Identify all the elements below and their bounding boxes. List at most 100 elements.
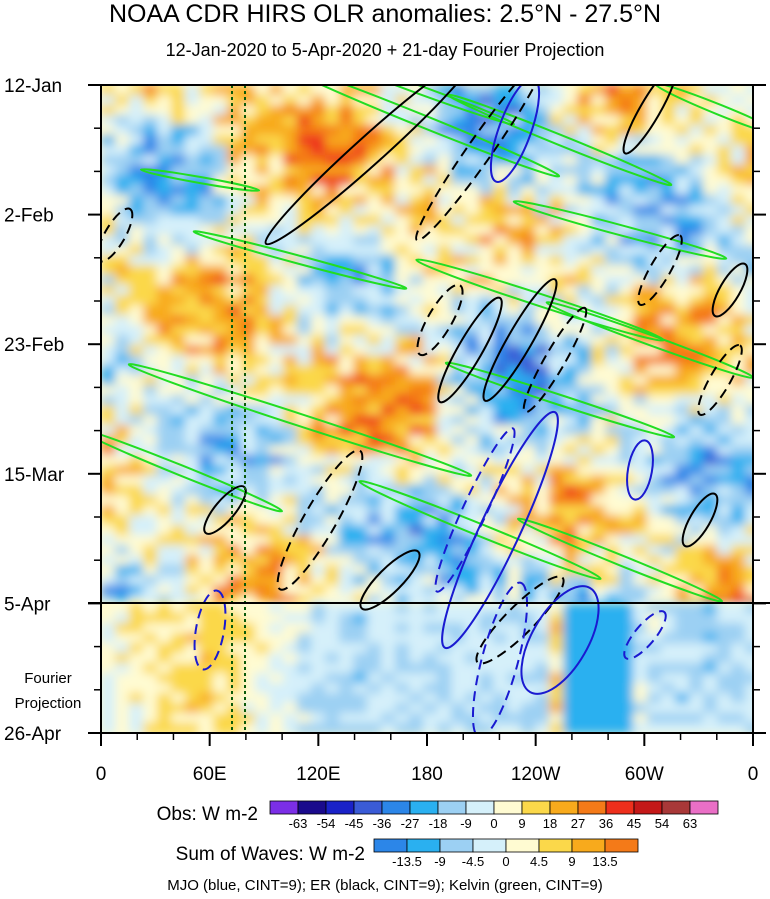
projection-cell bbox=[395, 683, 410, 694]
obs-cell bbox=[563, 105, 578, 116]
projection-cell bbox=[381, 663, 396, 674]
projection-cell bbox=[143, 663, 158, 674]
obs-cell bbox=[423, 185, 438, 196]
obs-cell bbox=[619, 535, 634, 546]
obs-cell bbox=[325, 395, 340, 406]
obs-cell bbox=[171, 165, 186, 176]
obs-cell bbox=[157, 115, 172, 126]
obs-cell bbox=[227, 545, 242, 556]
obs-cell bbox=[535, 255, 550, 266]
obs-cell bbox=[171, 535, 186, 546]
obs-cell bbox=[353, 175, 368, 186]
obs-cell bbox=[171, 595, 186, 606]
projection-cell bbox=[143, 713, 158, 724]
obs-cell bbox=[731, 325, 746, 336]
x-tick-label: 0 bbox=[748, 764, 759, 785]
obs-cell bbox=[647, 365, 662, 376]
obs-cell bbox=[717, 145, 732, 156]
obs-legend-swatch bbox=[605, 800, 635, 815]
obs-cell bbox=[185, 215, 200, 226]
obs-cell bbox=[381, 425, 396, 436]
obs-cell bbox=[605, 395, 620, 406]
projection-cell bbox=[437, 703, 452, 714]
obs-cell bbox=[717, 435, 732, 446]
obs-cell bbox=[115, 565, 130, 576]
obs-cell bbox=[227, 535, 242, 546]
obs-cell bbox=[213, 115, 228, 126]
obs-cell bbox=[745, 285, 753, 296]
obs-cell bbox=[619, 465, 634, 476]
obs-cell bbox=[689, 525, 704, 536]
obs-cell bbox=[409, 595, 424, 606]
obs-cell bbox=[409, 135, 424, 146]
obs-cell bbox=[423, 155, 438, 166]
projection-cell bbox=[661, 603, 676, 614]
obs-cell bbox=[451, 245, 466, 256]
obs-cell bbox=[269, 565, 284, 576]
projection-cell bbox=[451, 673, 466, 684]
obs-cell bbox=[283, 385, 298, 396]
obs-cell bbox=[675, 165, 690, 176]
obs-cell bbox=[661, 95, 676, 106]
obs-cell bbox=[465, 205, 480, 216]
obs-cell bbox=[479, 405, 494, 416]
obs-cell bbox=[689, 405, 704, 416]
obs-cell bbox=[129, 385, 144, 396]
obs-cell bbox=[185, 135, 200, 146]
projection-cell bbox=[437, 663, 452, 674]
projection-cell bbox=[283, 653, 298, 664]
projection-cell bbox=[703, 623, 718, 634]
obs-cell bbox=[199, 165, 214, 176]
obs-cell bbox=[367, 295, 382, 306]
obs-cell bbox=[577, 195, 592, 206]
obs-cell bbox=[199, 255, 214, 266]
obs-cell bbox=[381, 205, 396, 216]
obs-cell bbox=[297, 295, 312, 306]
obs-cell bbox=[325, 155, 340, 166]
obs-cell bbox=[479, 475, 494, 486]
obs-cell bbox=[619, 95, 634, 106]
projection-cell bbox=[745, 623, 753, 634]
x-tick-label: 120E bbox=[296, 764, 340, 785]
obs-cell bbox=[675, 135, 690, 146]
obs-cell bbox=[647, 245, 662, 256]
obs-cell bbox=[717, 125, 732, 136]
obs-cell bbox=[661, 145, 676, 156]
obs-cell bbox=[605, 275, 620, 286]
obs-cell bbox=[325, 495, 340, 506]
obs-cell bbox=[493, 565, 508, 576]
obs-cell bbox=[297, 265, 312, 276]
obs-cell bbox=[227, 475, 242, 486]
obs-cell bbox=[255, 225, 270, 236]
projection-cell bbox=[675, 703, 690, 714]
obs-cell bbox=[535, 115, 550, 126]
obs-cell bbox=[143, 585, 158, 596]
obs-cell bbox=[367, 185, 382, 196]
obs-cell bbox=[465, 295, 480, 306]
obs-cell bbox=[353, 425, 368, 436]
obs-cell bbox=[199, 445, 214, 456]
obs-cell bbox=[563, 425, 578, 436]
obs-cell bbox=[157, 255, 172, 266]
projection-cell bbox=[493, 633, 508, 644]
obs-cell bbox=[297, 315, 312, 326]
obs-cell bbox=[437, 355, 452, 366]
obs-cell bbox=[605, 555, 620, 566]
obs-cell bbox=[395, 295, 410, 306]
plot-area bbox=[101, 85, 753, 733]
obs-cell bbox=[437, 495, 452, 506]
obs-cell bbox=[171, 85, 186, 96]
obs-cell bbox=[745, 545, 753, 556]
obs-cell bbox=[227, 225, 242, 236]
obs-cell bbox=[339, 265, 354, 276]
obs-cell bbox=[423, 275, 438, 286]
projection-cell bbox=[129, 663, 144, 674]
obs-cell bbox=[745, 375, 753, 386]
obs-cell bbox=[493, 415, 508, 426]
obs-cell bbox=[311, 105, 326, 116]
obs-cell bbox=[143, 175, 158, 186]
obs-cell bbox=[717, 465, 732, 476]
obs-cell bbox=[339, 425, 354, 436]
obs-cell bbox=[451, 335, 466, 346]
